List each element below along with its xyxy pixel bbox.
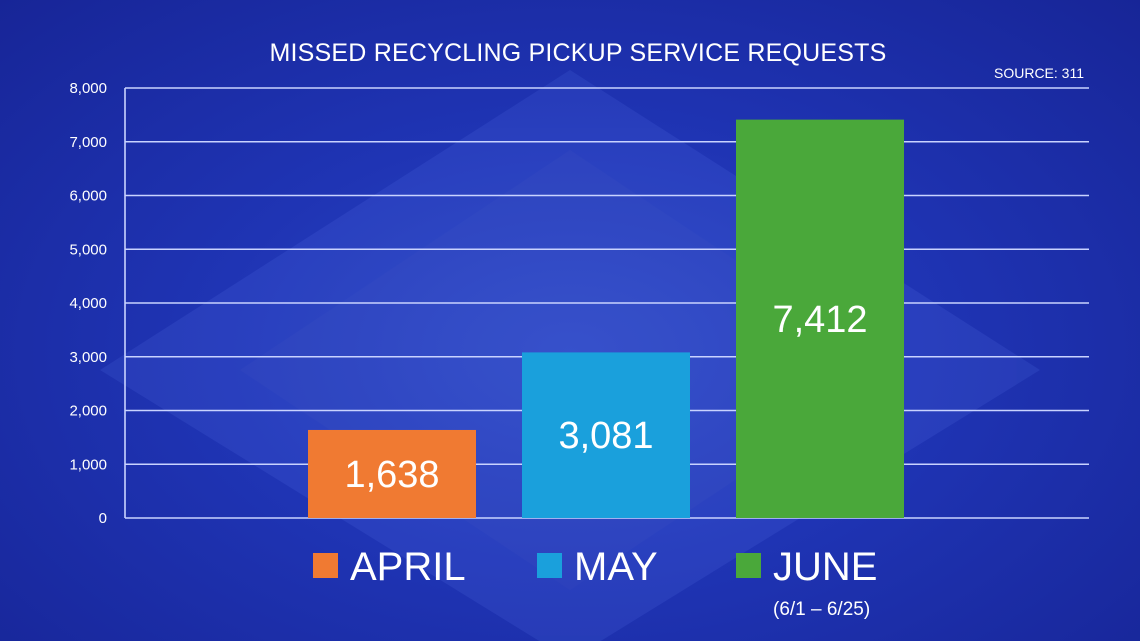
bar — [308, 429, 476, 518]
bar-value-label: 1,638 — [344, 454, 439, 496]
y-tick-label: 2,000 — [69, 403, 107, 420]
bar — [522, 352, 690, 518]
legend-label: APRIL — [350, 545, 466, 589]
bar-layer: 1,638 3,081 7,412 — [308, 119, 904, 518]
legend-swatch — [313, 553, 338, 578]
legend-note: (6/1 – 6/25) — [773, 599, 870, 620]
bar-value-label: 3,081 — [558, 415, 653, 457]
source-note: SOURCE: 311 — [994, 65, 1084, 81]
y-tick-label: 0 — [99, 510, 107, 527]
chart-title: MISSED RECYCLING PICKUP SERVICE REQUESTS — [270, 39, 887, 67]
legend-swatch — [736, 553, 761, 578]
legend-label: MAY — [574, 545, 658, 589]
legend-swatch — [537, 553, 562, 578]
y-tick-label: 6,000 — [69, 188, 107, 205]
legend: APRIL MAY JUNE (6/1 – 6/25) — [313, 545, 877, 620]
bar-value-label: 7,412 — [772, 299, 867, 341]
y-tick-label: 4,000 — [69, 295, 107, 312]
bar — [736, 119, 904, 518]
grid-layer: 0 1,000 2,000 3,000 4,000 5,000 6,000 7,000 8,00… — [69, 80, 1089, 527]
y-tick-label: 5,000 — [69, 241, 107, 258]
y-tick-label: 3,000 — [69, 349, 107, 366]
y-tick-label: 8,000 — [69, 80, 107, 97]
y-tick-label: 1,000 — [69, 456, 107, 473]
y-tick-label: 7,000 — [69, 134, 107, 151]
legend-label: JUNE — [773, 545, 877, 589]
